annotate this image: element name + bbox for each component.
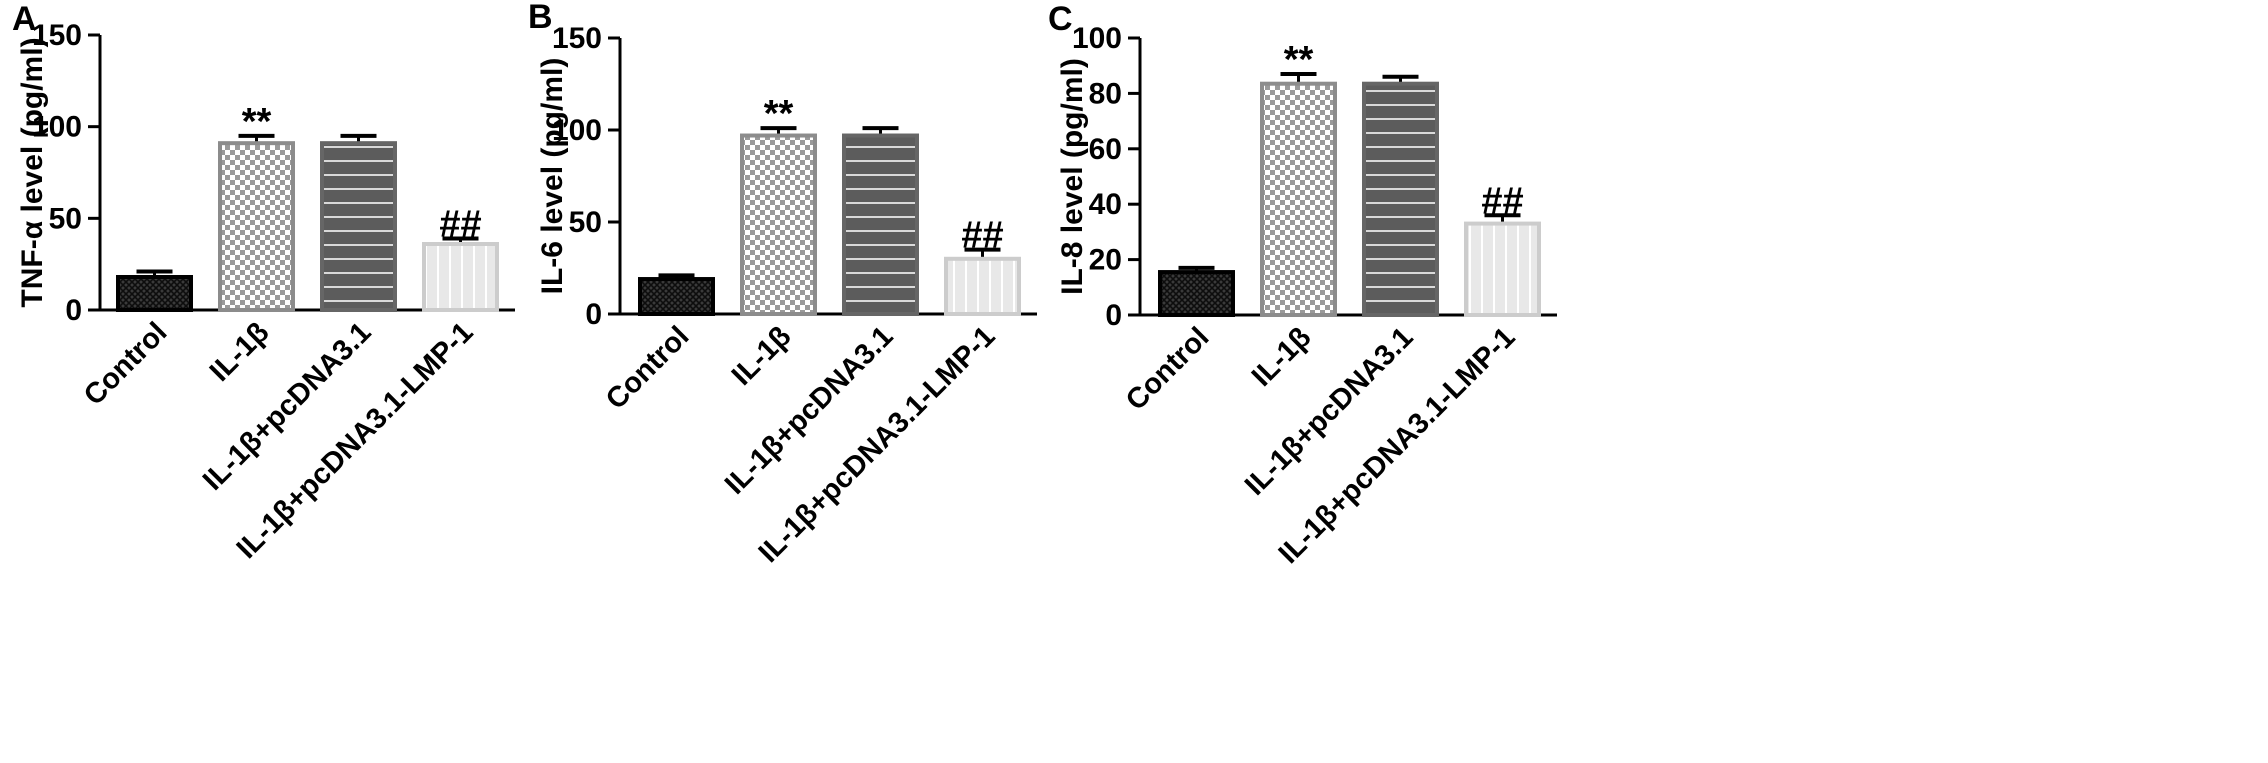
significance-annotation: **	[242, 101, 272, 143]
x-tick-label: IL-1β+pcDNA3.1	[719, 320, 899, 500]
panel-label: B	[528, 0, 553, 36]
bar-1	[1158, 270, 1235, 318]
y-tick-label: 150	[32, 19, 82, 52]
x-tick-label: Control	[1120, 321, 1216, 417]
y-tick-label: 0	[1105, 299, 1122, 332]
bar-3	[1362, 81, 1439, 317]
x-tick-label: IL-1β	[204, 316, 276, 388]
y-axis-label: TNF-α level (pg/ml)	[16, 37, 49, 307]
y-tick-label: 60	[1089, 133, 1122, 166]
significance-annotation: ##	[1481, 180, 1523, 222]
bar-2	[1260, 81, 1337, 317]
bar-2	[218, 141, 295, 312]
y-tick-label: 20	[1089, 244, 1122, 277]
x-tick-label: Control	[600, 320, 696, 416]
bar-4	[944, 256, 1021, 316]
x-tick-label: Control	[78, 316, 174, 412]
bar-3	[320, 141, 397, 312]
y-tick-label: 40	[1089, 188, 1122, 221]
y-axis-label: IL-8 level (pg/ml)	[1056, 58, 1089, 295]
bar-4	[1464, 221, 1541, 317]
panel-label: A	[12, 0, 37, 38]
y-tick-label: 50	[569, 206, 602, 239]
bar-1	[638, 277, 715, 317]
bar-2	[740, 133, 817, 316]
significance-annotation: ##	[961, 215, 1003, 257]
y-tick-label: 100	[552, 114, 602, 147]
bar-1	[116, 275, 193, 312]
significance-annotation: ##	[439, 204, 481, 246]
bar-3	[842, 133, 919, 316]
y-tick-label: 100	[32, 111, 82, 144]
significance-annotation: **	[764, 93, 794, 135]
x-tick-label: IL-1β	[726, 320, 798, 392]
x-tick-label: IL-1β+pcDNA3.1	[197, 316, 377, 496]
y-tick-label: 0	[65, 294, 82, 327]
x-tick-label: IL-1β	[1246, 321, 1318, 393]
y-axis-label: IL-6 level (pg/ml)	[536, 58, 569, 295]
x-tick-label: IL-1β+pcDNA3.1	[1239, 321, 1419, 501]
y-tick-label: 100	[1072, 22, 1122, 55]
y-tick-label: 0	[585, 298, 602, 331]
y-tick-label: 80	[1089, 77, 1122, 110]
bar-4	[422, 242, 499, 312]
panel-label: C	[1048, 0, 1073, 38]
y-tick-label: 150	[552, 22, 602, 55]
y-tick-label: 50	[49, 202, 82, 235]
significance-annotation: **	[1284, 39, 1314, 81]
